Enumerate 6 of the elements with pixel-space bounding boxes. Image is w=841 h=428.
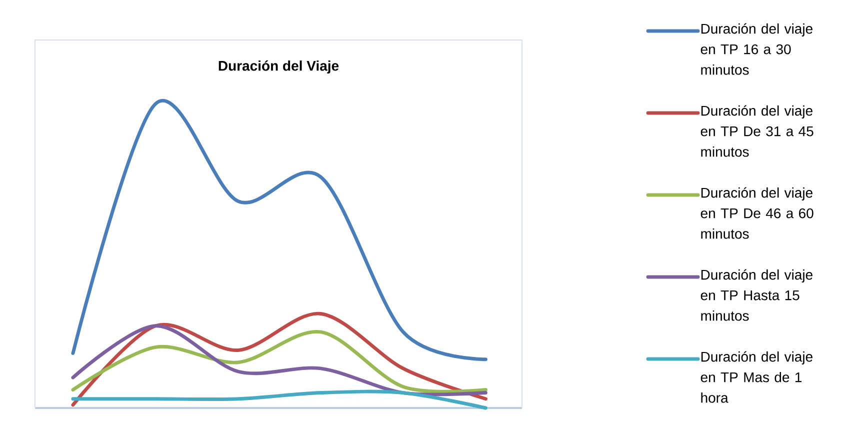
legend-label: Duración del viaje en TP De 46 a 60 minutos	[700, 187, 814, 239]
legend-label: Duración del viaje en TP De 31 a 45 minutos	[700, 105, 814, 157]
legend-label: Duración del viaje en TP 16 a 30 minutos	[700, 23, 812, 75]
legend-label: Duración del viaje en TP Mas de 1 hora	[700, 351, 812, 403]
chart-title: Duración del Viaje	[218, 60, 339, 74]
legend-label: Duración del viaje en TP Hasta 15 minutos	[700, 269, 812, 321]
